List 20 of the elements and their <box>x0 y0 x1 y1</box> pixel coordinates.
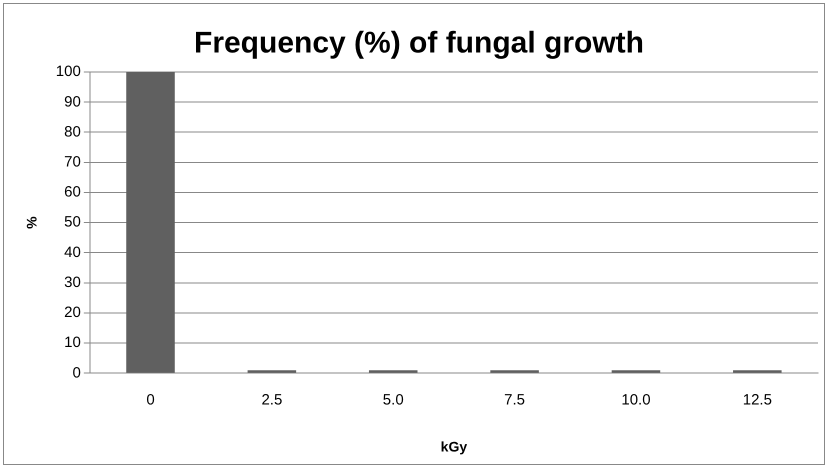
x-tick-label: 10.0 <box>621 391 651 408</box>
y-tick-label: 40 <box>64 244 81 261</box>
y-tick-label: 70 <box>64 154 81 170</box>
y-axis-title: % <box>23 216 40 229</box>
x-tick-label: 2.5 <box>261 391 282 408</box>
y-tick-label: 50 <box>64 214 81 231</box>
x-tick-label: 7.5 <box>504 391 526 408</box>
y-tick-label: 30 <box>64 274 81 291</box>
y-tick-label: 80 <box>64 123 81 140</box>
x-tick-label: 5.0 <box>382 391 404 408</box>
x-axis-title: kGy <box>440 438 468 454</box>
chart-title: Frequency (%) of fungal growth <box>194 26 644 60</box>
y-tick-label: 90 <box>64 93 81 110</box>
y-tick-label: 100 <box>56 63 81 80</box>
y-tick-label: 0 <box>72 364 81 382</box>
y-tick-label: 60 <box>64 184 81 201</box>
x-tick-label: 0 <box>146 391 155 408</box>
y-tick-label: 10 <box>64 334 81 352</box>
x-tick-label: 12.5 <box>742 391 772 408</box>
y-tick-label: 20 <box>64 304 81 322</box>
